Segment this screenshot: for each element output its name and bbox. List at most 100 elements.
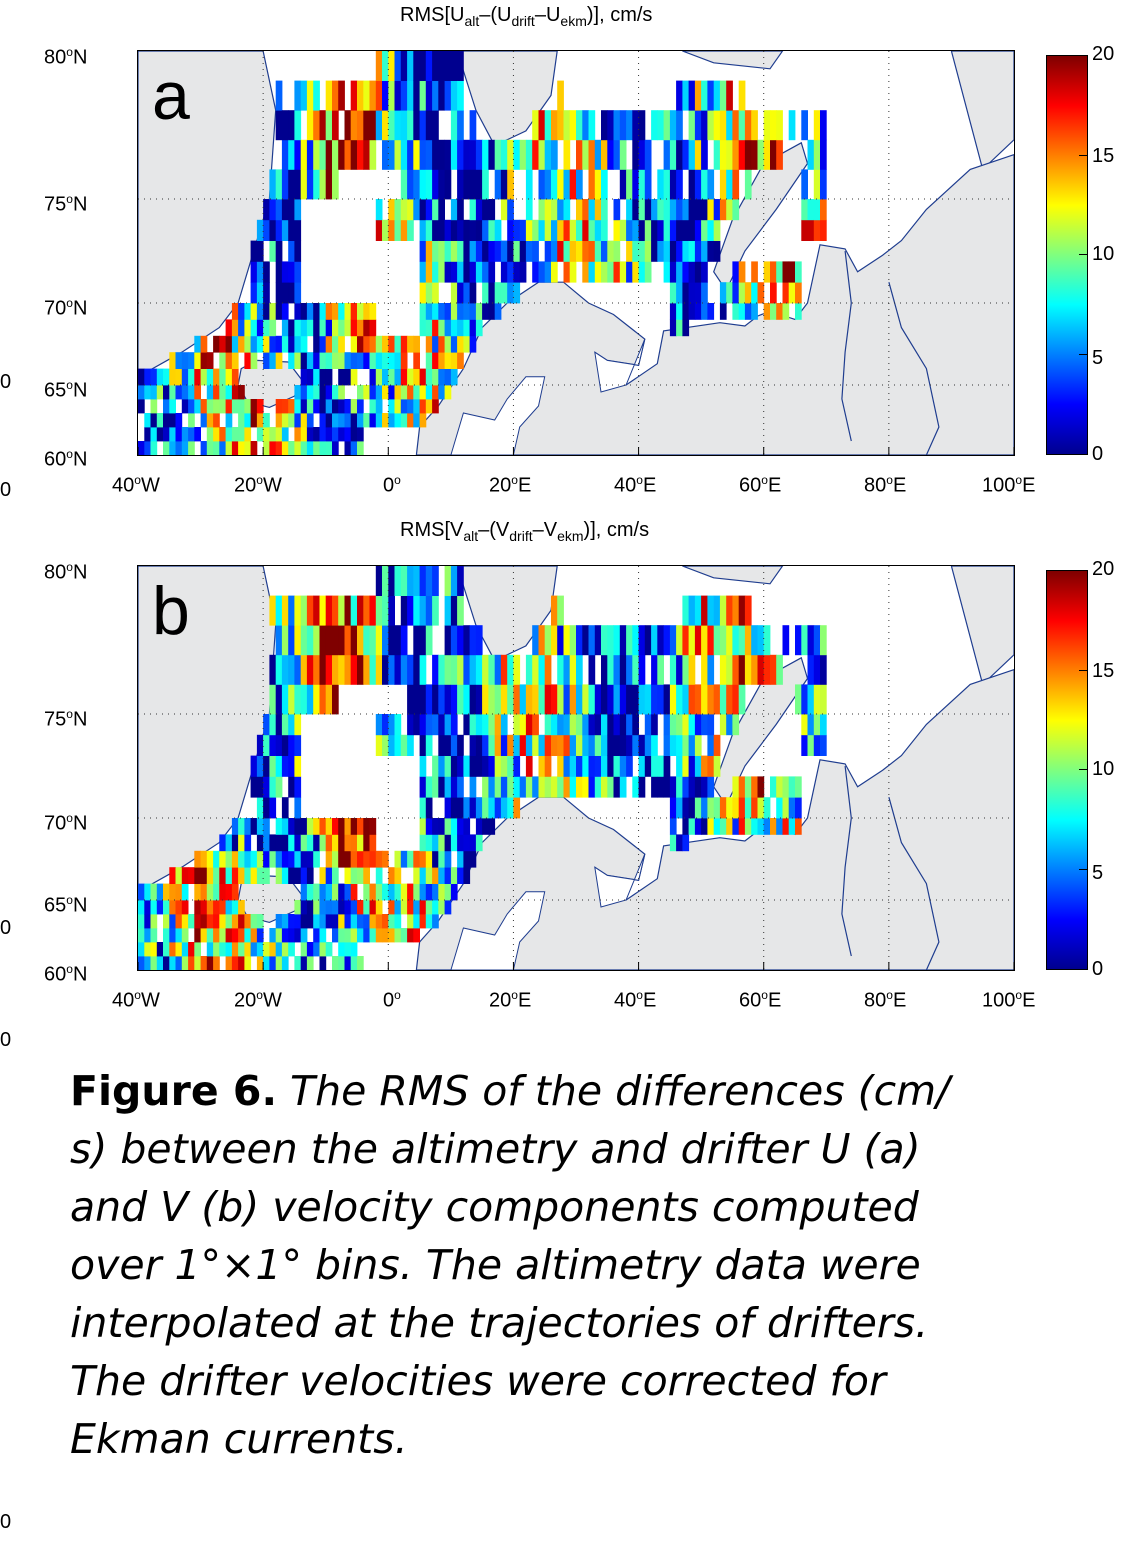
rms-cell	[544, 240, 552, 262]
rms-cell	[682, 714, 690, 736]
rms-cell	[507, 169, 514, 200]
lat-tick-60: 60oN	[44, 962, 88, 986]
rms-cell	[457, 776, 464, 798]
rms-cell	[369, 625, 377, 656]
rms-cell	[319, 399, 327, 414]
rms-cell	[438, 199, 445, 221]
rms-cell	[150, 914, 158, 929]
rms-cell	[663, 240, 671, 262]
rms-cell	[613, 139, 621, 170]
caption-line-4: over 1°×1° bins. The altimetry data were	[70, 1241, 921, 1289]
rms-cell	[244, 399, 252, 414]
rms-cell	[807, 734, 815, 756]
rms-cell	[219, 883, 226, 901]
rms-cell	[150, 399, 158, 414]
rms-cell	[181, 427, 189, 442]
rms-cell	[325, 319, 333, 337]
rms-cell	[357, 867, 364, 884]
rms-cell	[350, 928, 358, 943]
rms-cell	[488, 684, 496, 715]
rms-cell	[332, 139, 339, 170]
rms-cell	[394, 80, 402, 111]
rms-cell	[138, 928, 145, 943]
rms-cell	[450, 199, 458, 221]
land-mass	[950, 51, 1014, 171]
rms-cell	[344, 914, 352, 929]
rms-cell	[450, 595, 458, 626]
rms-cell	[807, 219, 815, 241]
rms-cell	[325, 399, 333, 414]
rms-cell	[407, 385, 414, 400]
rms-cell	[269, 240, 277, 262]
rms-cell	[188, 956, 195, 970]
rms-cell	[463, 654, 471, 685]
rms-cell	[219, 335, 226, 353]
rms-cell	[444, 625, 452, 656]
rms-cell	[369, 928, 377, 943]
margin-tick: 0	[0, 917, 12, 939]
rms-cell	[144, 413, 151, 428]
rms-cell	[807, 139, 815, 170]
rms-cell	[813, 625, 821, 656]
rms-cell	[488, 797, 496, 819]
rms-cell	[475, 139, 483, 170]
rms-cell	[632, 110, 639, 141]
rms-cell	[388, 385, 395, 400]
rms-cell	[682, 303, 690, 320]
rms-cell	[563, 755, 571, 777]
rms-cell	[319, 900, 327, 915]
rms-cell	[694, 282, 702, 304]
rms-cell	[382, 928, 389, 943]
rms-cell	[275, 427, 283, 442]
rms-cell	[407, 199, 414, 221]
rms-cell	[632, 139, 639, 170]
rms-cell	[250, 850, 258, 868]
rms-cell	[669, 319, 677, 337]
rms-cell	[375, 399, 383, 414]
rms-cell	[306, 169, 314, 200]
rms-cell	[763, 139, 771, 170]
rms-cell	[707, 714, 715, 736]
rms-cell	[350, 335, 358, 353]
rms-cell	[551, 169, 558, 200]
rms-cell	[250, 240, 258, 262]
rms-cell	[206, 352, 214, 369]
rms-cell	[300, 169, 308, 200]
rms-cell	[213, 928, 220, 943]
rms-cell	[538, 684, 546, 715]
rms-cell	[638, 654, 646, 685]
rms-cell	[763, 654, 771, 685]
rms-cell	[669, 625, 677, 656]
rms-cell	[632, 654, 639, 685]
rms-cell	[288, 755, 295, 777]
rms-cell	[375, 51, 383, 81]
rms-cell	[425, 110, 433, 141]
rms-cell	[651, 110, 658, 141]
rms-cell	[419, 755, 427, 777]
rms-cell	[219, 441, 226, 455]
rms-cell	[407, 714, 414, 736]
rms-cell	[425, 850, 433, 868]
rms-cell	[463, 684, 471, 715]
rms-cell	[457, 261, 464, 283]
rms-cell	[407, 684, 414, 715]
rms-cell	[407, 219, 414, 241]
rms-cell	[256, 914, 264, 929]
rms-cell	[413, 80, 420, 111]
rms-cell	[469, 199, 477, 221]
rms-cell	[457, 755, 464, 777]
rms-cell	[438, 883, 445, 901]
rms-cell	[294, 219, 302, 241]
rms-cell	[413, 169, 420, 200]
rms-cell	[256, 867, 264, 884]
rms-cell	[338, 413, 345, 428]
rms-cell	[425, 319, 433, 337]
rms-cell	[325, 427, 333, 442]
rms-cell	[438, 900, 445, 915]
rms-cell	[369, 139, 377, 170]
rms-cell	[519, 734, 527, 756]
rms-cell	[175, 368, 183, 386]
rms-cell	[450, 139, 458, 170]
rms-cell	[469, 219, 477, 241]
rms-cell	[219, 914, 226, 929]
